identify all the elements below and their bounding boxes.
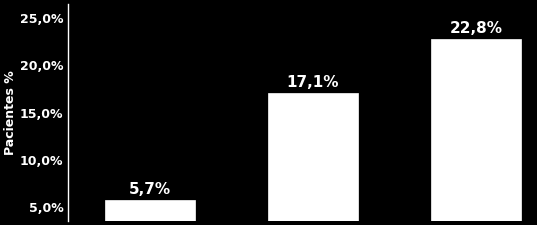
Text: 17,1%: 17,1% [287, 75, 339, 90]
Y-axis label: Pacientes %: Pacientes % [4, 70, 17, 155]
Text: 22,8%: 22,8% [449, 21, 502, 36]
Text: 5,7%: 5,7% [129, 182, 171, 197]
Bar [268, 93, 358, 225]
Bar [105, 200, 194, 225]
Bar [431, 39, 520, 225]
